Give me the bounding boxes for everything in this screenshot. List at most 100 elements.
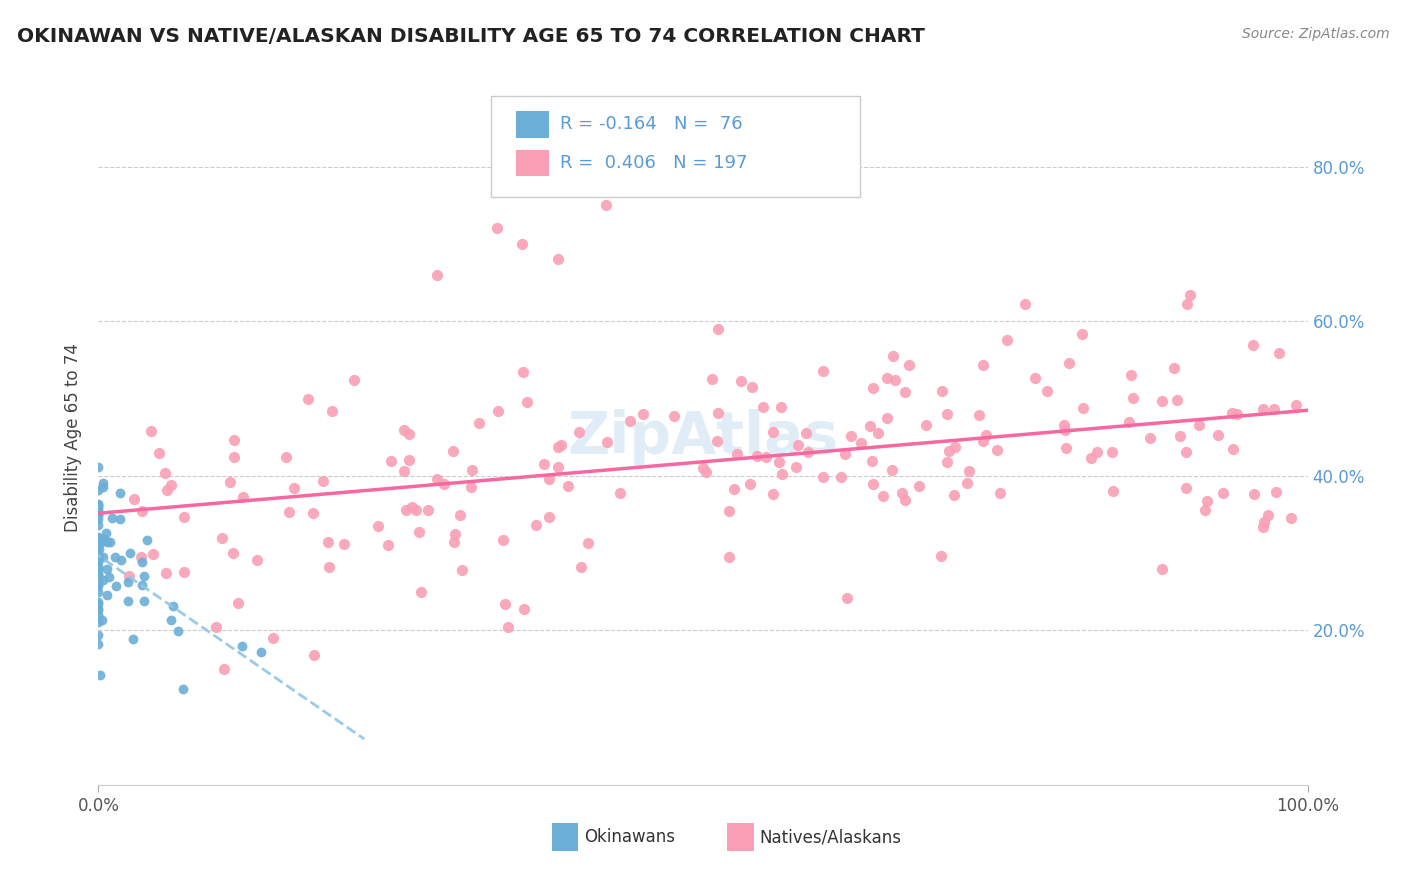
Point [297, 392, 319, 406]
Point [443, 535, 465, 549]
Point [841, 428, 863, 442]
Point [432, 477, 454, 491]
Point [1102, 484, 1125, 499]
Point [87, 551, 110, 566]
Point [596, 434, 619, 449]
Point [516, 395, 538, 409]
Point [172, 681, 194, 696]
Point [398, 453, 420, 467]
Text: Natives/Alaskans: Natives/Alaskans [759, 828, 901, 847]
Point [246, 553, 269, 567]
Point [167, 624, 190, 639]
Point [87, 585, 110, 599]
Point [1241, 338, 1264, 352]
Point [162, 599, 184, 614]
Point [395, 503, 418, 517]
Point [398, 427, 420, 442]
Point [884, 373, 907, 387]
Point [882, 463, 904, 477]
Point [862, 381, 884, 395]
Point [148, 446, 170, 460]
Point [312, 474, 335, 488]
Point [1085, 445, 1108, 459]
Point [526, 517, 548, 532]
Point [747, 449, 769, 463]
Point [134, 594, 156, 608]
Point [87, 579, 110, 593]
Point [87, 530, 110, 544]
Point [1122, 392, 1144, 406]
Point [96, 535, 118, 549]
Point [1024, 371, 1046, 385]
Point [547, 252, 569, 267]
Y-axis label: Disability Age 65 to 74: Disability Age 65 to 74 [65, 343, 83, 532]
Point [87, 607, 110, 622]
Point [377, 539, 399, 553]
Point [1054, 441, 1077, 455]
Point [110, 553, 132, 567]
Point [173, 565, 195, 579]
Point [91, 475, 114, 490]
Point [510, 236, 533, 251]
Point [468, 416, 491, 430]
Point [87, 615, 110, 629]
Point [862, 477, 884, 491]
Point [496, 619, 519, 633]
Point [1053, 423, 1076, 437]
Point [707, 406, 730, 420]
Point [451, 563, 474, 577]
Point [87, 497, 110, 511]
Point [995, 333, 1018, 347]
Point [1178, 288, 1201, 302]
Point [160, 478, 183, 492]
Bar [727, 823, 754, 851]
Text: R =  0.406   N = 197: R = 0.406 N = 197 [561, 154, 748, 172]
Point [87, 500, 110, 515]
Point [141, 424, 163, 438]
Point [1279, 511, 1302, 525]
Point [262, 631, 284, 645]
Point [87, 512, 110, 526]
Point [794, 426, 817, 441]
Point [93, 533, 115, 547]
Point [87, 531, 110, 545]
Point [1263, 402, 1285, 417]
Point [785, 459, 807, 474]
Point [87, 517, 110, 532]
Point [1071, 401, 1094, 415]
Point [811, 470, 834, 484]
Point [706, 434, 728, 448]
Point [955, 476, 977, 491]
Point [578, 535, 600, 549]
Point [486, 221, 509, 235]
Point [908, 479, 931, 493]
Point [1152, 393, 1174, 408]
Point [533, 457, 555, 471]
Point [769, 400, 792, 414]
Point [849, 436, 872, 450]
Point [87, 559, 110, 574]
Point [122, 632, 145, 646]
Point [87, 500, 110, 514]
Point [512, 365, 534, 379]
Point [486, 403, 509, 417]
Point [96, 561, 118, 575]
Point [87, 577, 110, 591]
Point [222, 433, 245, 447]
Point [129, 550, 152, 565]
Point [132, 569, 155, 583]
Point [557, 479, 579, 493]
Point [1163, 360, 1185, 375]
Point [931, 384, 953, 399]
Point [204, 620, 226, 634]
Point [122, 491, 145, 506]
Point [87, 503, 110, 517]
Text: ZipAtlas: ZipAtlas [568, 409, 838, 466]
Point [762, 425, 785, 440]
Point [87, 555, 110, 569]
Point [494, 597, 516, 611]
Point [1166, 393, 1188, 408]
Point [380, 454, 402, 468]
Point [1174, 445, 1197, 459]
Point [957, 464, 980, 478]
